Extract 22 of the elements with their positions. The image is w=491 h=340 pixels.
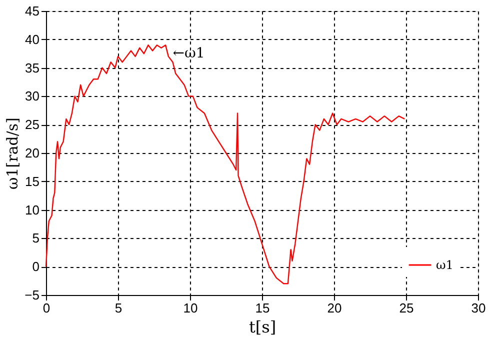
y-tick-label: 0 <box>32 259 40 274</box>
y-tick-label: 25 <box>25 117 40 132</box>
line-series <box>45 44 406 284</box>
y-tick-label: −5 <box>24 288 40 302</box>
x-tick-label: 10 <box>183 300 198 316</box>
y-tick-label: 45 <box>25 4 40 18</box>
y-tick-label: 30 <box>25 88 40 104</box>
x-tick-label: 20 <box>327 300 342 316</box>
x-tick-label: 5 <box>114 300 122 316</box>
y-tick-label: 10 <box>25 202 40 218</box>
y-tick-label: 20 <box>25 146 40 160</box>
y-axis-title: ω1[rad/s] <box>4 118 22 190</box>
y-tick-label: 5 <box>32 230 40 246</box>
x-tick-label: 15 <box>255 300 270 316</box>
x-tick-label: 25 <box>399 300 414 316</box>
y-tick-label: 35 <box>25 60 40 76</box>
x-tick-label: 30 <box>471 300 486 316</box>
legend-label: ω1 <box>436 258 454 272</box>
x-tick-label: 0 <box>42 300 50 316</box>
x-axis-title: t[s] <box>248 318 276 336</box>
y-tick-label: 40 <box>25 32 40 47</box>
y-tick-label: 15 <box>25 174 40 189</box>
